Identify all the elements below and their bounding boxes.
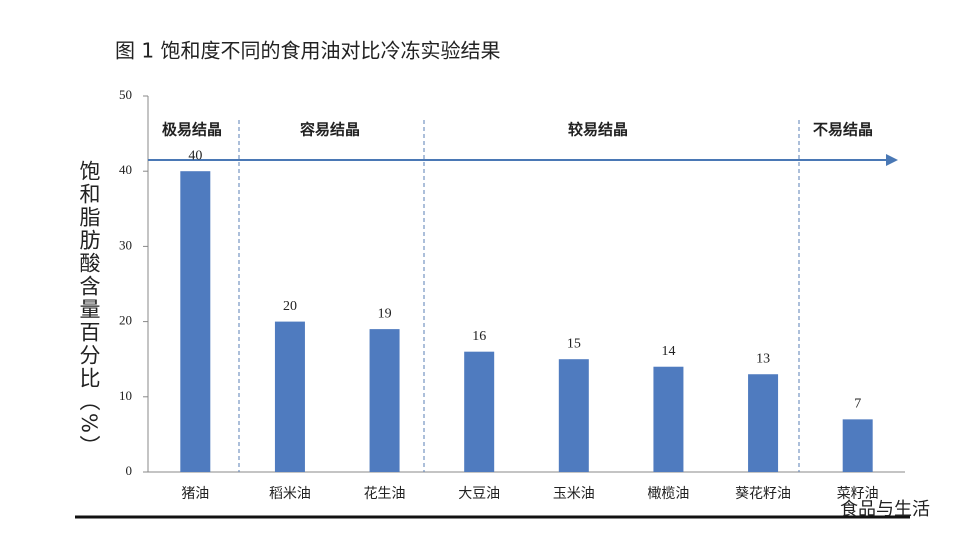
y-tick-label: 20 — [119, 313, 132, 328]
x-tick-label: 稻米油 — [269, 486, 311, 502]
y-tick-label: 0 — [126, 463, 133, 478]
x-tick-label: 葵花籽油 — [735, 486, 791, 502]
bar — [274, 321, 305, 472]
bar — [842, 419, 873, 472]
watermark: 食品与生活 — [840, 499, 930, 520]
x-tick-label: 菜籽油 — [837, 486, 879, 502]
arrow-head — [886, 154, 898, 166]
y-tick-label: 10 — [119, 388, 132, 403]
value-label: 15 — [567, 336, 581, 351]
bar — [653, 366, 684, 472]
bar — [464, 351, 495, 472]
y-axis-label: 饱和脂肪酸含量百分比（%） — [77, 160, 101, 458]
value-label: 13 — [756, 351, 770, 366]
x-tick-label: 玉米油 — [553, 486, 595, 502]
x-tick-label: 花生油 — [364, 486, 406, 502]
value-label: 40 — [188, 148, 202, 163]
x-tick-label: 大豆油 — [458, 486, 500, 502]
bar — [369, 329, 400, 472]
bar — [180, 171, 211, 472]
value-label: 19 — [378, 306, 392, 321]
x-tick-label: 猪油 — [181, 486, 209, 502]
group-label: 极易结晶 — [162, 121, 222, 139]
y-tick-label: 40 — [119, 162, 132, 177]
value-label: 20 — [283, 299, 297, 314]
group-label: 不易结晶 — [813, 121, 873, 139]
value-label: 16 — [472, 329, 486, 344]
value-label: 14 — [661, 344, 675, 359]
value-label: 7 — [854, 397, 861, 412]
group-label: 较易结晶 — [568, 121, 628, 139]
group-label: 容易结晶 — [299, 121, 360, 139]
y-tick-label: 30 — [119, 237, 132, 252]
y-tick-label: 50 — [119, 87, 132, 102]
bar — [748, 374, 779, 472]
x-tick-label: 橄榄油 — [647, 486, 689, 502]
chart-title: 图 1 饱和度不同的食用油对比冷冻实验结果 — [115, 39, 500, 63]
bar — [558, 359, 589, 472]
